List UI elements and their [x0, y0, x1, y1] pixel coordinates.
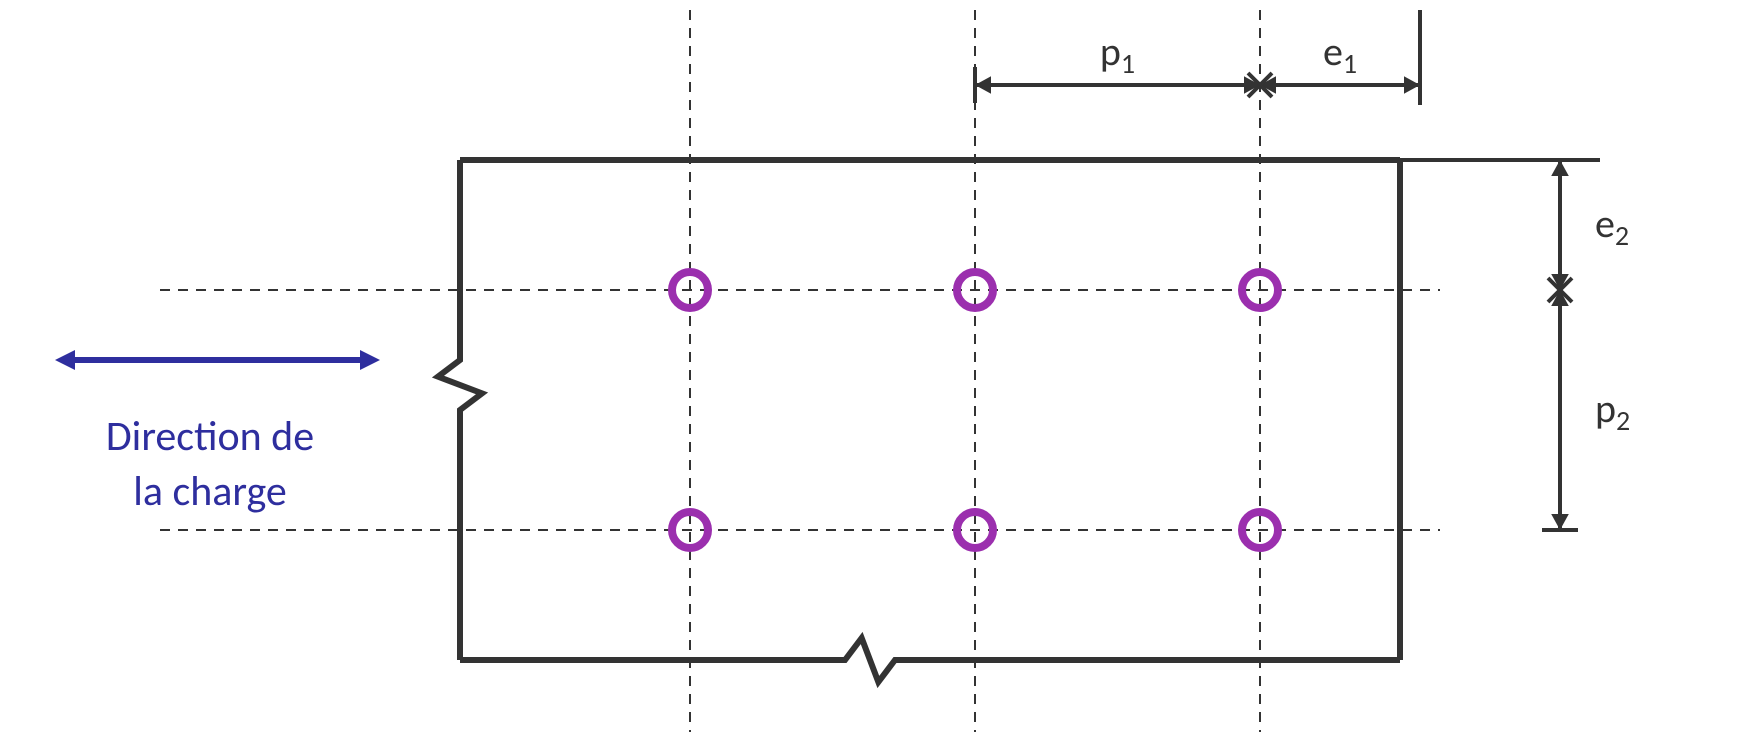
load-direction-label-line1: Direction de [106, 411, 314, 462]
dim-label-p1: p1 [1100, 27, 1135, 81]
dim-label-p2: p2 [1595, 384, 1630, 438]
load-direction-label-line2: la charge [133, 466, 287, 517]
dim-label-e2: e2 [1595, 199, 1629, 253]
bolt-spacing-diagram: p1 e1 e2 p2 Direction dela charge [0, 0, 1742, 742]
dim-label-e1: e1 [1323, 27, 1357, 81]
